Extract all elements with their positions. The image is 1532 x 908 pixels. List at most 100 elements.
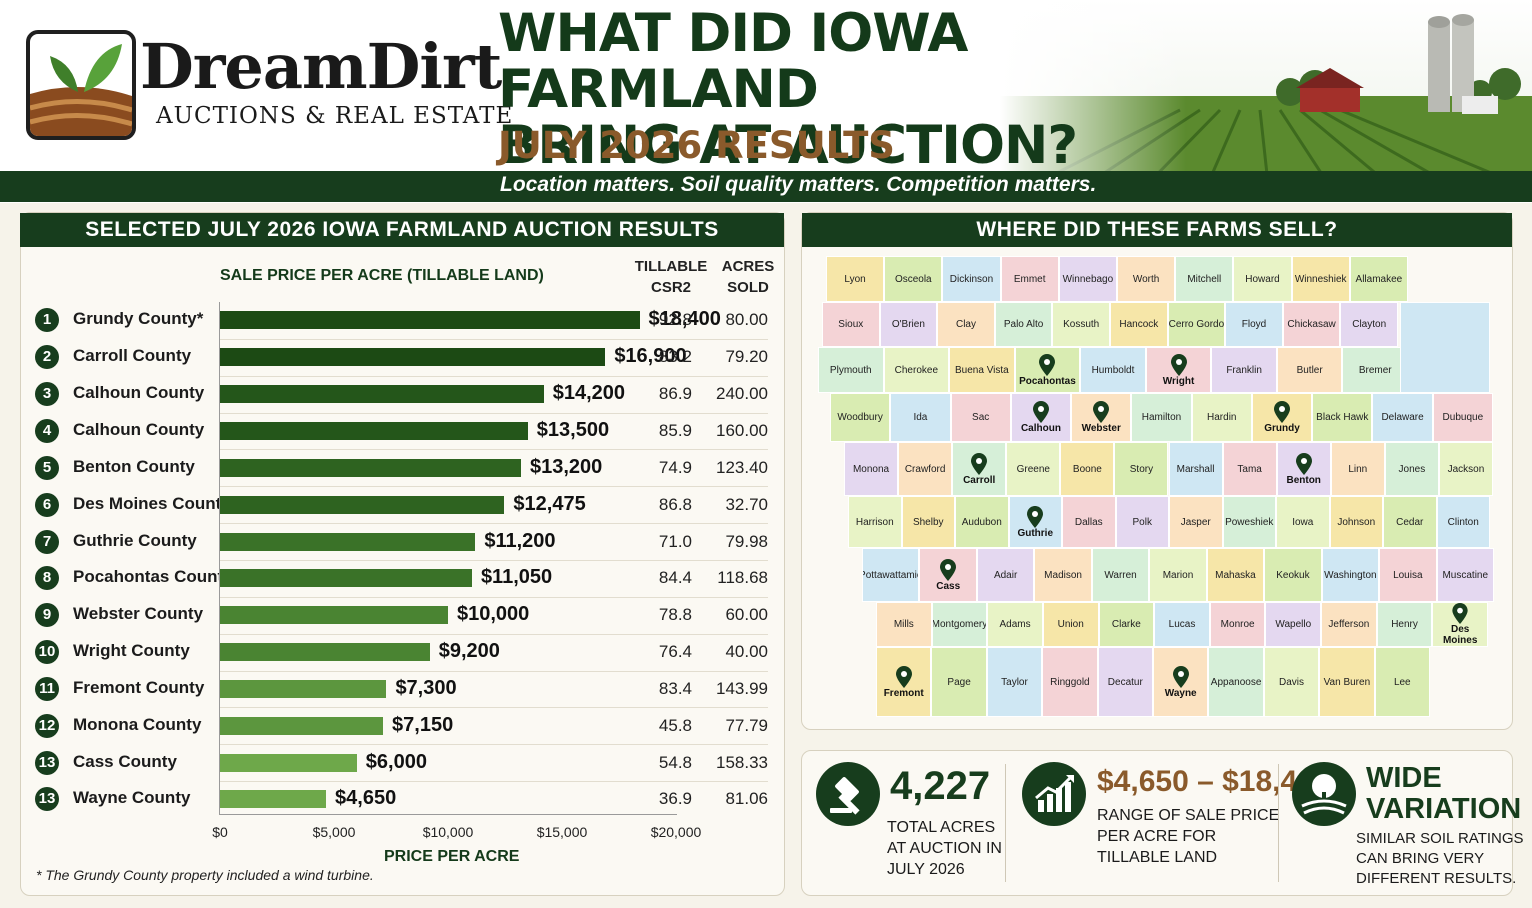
acres-value: 77.79 [725,715,768,735]
county-keokuk: Keokuk [1264,548,1322,602]
county-allamakee: Allamakee [1349,256,1408,302]
county-label: Guthrie County [73,530,197,550]
county-cedar: Cedar [1383,496,1437,548]
county-label: Benton County [73,456,195,476]
county-polk: Polk [1115,496,1169,548]
row-divider [220,449,768,451]
county-label: Pocahontas County [73,567,233,587]
row-divider [220,596,768,598]
row-divider [220,523,768,525]
map-pin-icon [1039,353,1056,376]
csr2-value: 74.9 [658,457,692,477]
county-union: Union [1042,602,1099,647]
county-worth: Worth [1117,256,1176,302]
county-chickasaw: Chickasaw [1282,302,1341,347]
map-pin-icon [1452,603,1468,624]
county-dickinson: Dickinson [942,256,1001,302]
county-humboldt: Humboldt [1080,347,1146,393]
variation-text-line-1: SIMILAR SOIL RATINGS [1356,830,1524,847]
county-jackson: Jackson [1438,442,1493,496]
county-label: Calhoun County [73,419,205,439]
row-divider [220,633,768,635]
county-story: Story [1114,442,1169,496]
county-label: Carroll County [73,346,192,366]
rank-badge: 12 [35,713,59,738]
acres-value: 32.70 [725,494,768,514]
county-pocahontas: Pocahontas [1014,347,1081,393]
farm-scene-image [1000,0,1532,202]
price-data-label: $7,150 [392,713,454,736]
map-pin-icon [1032,401,1049,423]
county-emmet: Emmet [1000,256,1059,302]
row-divider [220,781,768,783]
pinned-county-label: Pocahontas [1019,375,1076,387]
county-sioux: Sioux [822,302,880,347]
rank-badge: 10 [35,640,59,665]
price-bar [220,753,357,772]
county-greene: Greene [1006,442,1061,496]
county-madison: Madison [1034,548,1092,602]
price-range-value: $4,650 – $18,400 [1097,765,1331,798]
brand-subtitle: AUCTIONS & REAL ESTATE [156,103,514,129]
county-cerro-gordo: Cerro Gordo [1167,302,1226,347]
page-subtitle: JULY 2026 RESULTS [498,124,895,167]
county-clarke: Clarke [1098,602,1155,647]
csr2-header-line-1: TILLABLE [634,258,708,275]
county-delaware: Delaware [1372,393,1433,442]
brand-name: DreamDirt [140,30,502,103]
row-divider [220,744,768,746]
county-henry: Henry [1376,602,1433,647]
county-clay: Clay [937,302,995,347]
rank-badge: 4 [35,418,59,443]
county-butler: Butler [1276,347,1343,393]
rank-badge: 13 [35,750,59,775]
gavel-icon [816,762,880,826]
county-adair: Adair [976,548,1035,602]
county-washington: Washington [1321,548,1380,602]
acres-value: 80.00 [725,310,768,330]
range-label-line-1: RANGE OF SALE PRICE [1097,807,1280,824]
county-fremont: Fremont [876,647,932,717]
map-panel-title: WHERE DID THESE FARMS SELL? [802,213,1512,247]
price-bar [220,311,640,330]
county-appanoose: Appanoose [1208,647,1264,717]
price-bar [220,679,387,698]
range-label-line-2: PER ACRE FOR [1097,828,1217,845]
row-divider [220,338,768,340]
county-label: Des Moines County [73,493,231,513]
rank-badge: 5 [35,455,59,480]
county-cherokee: Cherokee [883,347,950,393]
csr2-column-header: TILLABLE CSR2 [632,256,710,298]
county-label: Wright County [73,641,190,661]
price-bar [220,569,472,588]
county-woodbury: Woodbury [830,393,891,442]
rank-badge: 3 [35,382,59,407]
county-poweshiek: Poweshiek [1222,496,1276,548]
county-jefferson: Jefferson [1321,602,1377,647]
row-divider [220,559,768,561]
title-line-1: WHAT DID IOWA FARMLAND [498,3,968,120]
map-pin-icon [940,558,957,581]
variation-description: SIMILAR SOIL RATINGS CAN BRING VERY DIFF… [1356,829,1524,889]
county-mills: Mills [876,602,932,647]
county-page: Page [931,647,987,717]
x-tick-label: $0 [212,824,228,840]
pinned-county-label: Webster [1081,423,1121,434]
pinned-county-label: Carroll [963,474,996,486]
county-palo-alto: Palo Alto [994,302,1053,347]
county-floyd: Floyd [1225,302,1283,347]
csr2-value: 92.8 [658,310,692,330]
pinned-county-label: Wright [1162,375,1195,387]
rank-badge: 2 [35,345,59,370]
county-des-moines: Des Moines [1432,602,1488,647]
price-data-label: $13,200 [529,455,603,478]
csr2-value: 71.0 [658,531,692,551]
pinned-county-label: Des Moines [1442,624,1478,646]
price-data-label: $10,000 [457,603,530,626]
price-data-label: $4,650 [335,787,397,810]
rank-badge: 9 [35,603,59,628]
range-label-line-3: TILLABLE LAND [1097,849,1218,866]
county-crawford: Crawford [898,442,953,496]
county-clayton: Clayton [1340,302,1398,347]
rank-badge: 8 [35,566,59,591]
